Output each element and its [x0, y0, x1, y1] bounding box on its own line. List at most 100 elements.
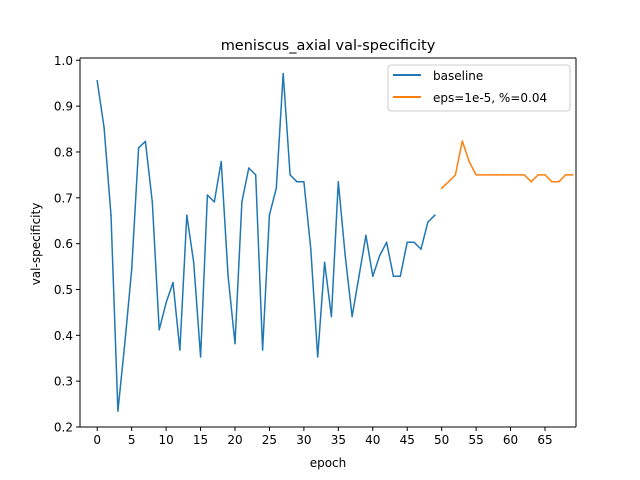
- series-0-point: [330, 315, 333, 318]
- y-tick-label: 0.6: [54, 237, 73, 251]
- series-1-point: [496, 174, 498, 176]
- series-0-point: [96, 80, 98, 82]
- series-0-point: [420, 248, 422, 250]
- series-0-point: [248, 167, 250, 169]
- legend-box: [387, 64, 571, 112]
- series-0-point: [303, 181, 305, 183]
- series-1-point: [475, 174, 477, 176]
- series-0-point: [365, 234, 367, 237]
- y-tick-label: 0.7: [54, 191, 73, 205]
- series-0-point: [227, 275, 229, 277]
- series-1-point: [523, 174, 526, 176]
- y-tick-label: 0.4: [54, 329, 73, 343]
- series-1-point: [482, 174, 484, 176]
- y-tick-label: 0.3: [54, 375, 73, 389]
- x-tick-label: 15: [193, 433, 208, 447]
- series-0-point: [179, 349, 181, 351]
- legend-label-baseline: baseline: [433, 69, 483, 83]
- y-tick-label: 0.2: [54, 421, 73, 435]
- series-0-point: [254, 174, 257, 176]
- x-tick-label: 30: [296, 433, 311, 447]
- series-1-point: [502, 174, 505, 176]
- x-tick-label: 35: [331, 433, 346, 447]
- series-0-point: [427, 221, 429, 223]
- series-0-point: [310, 248, 312, 250]
- x-tick-label: 45: [400, 433, 415, 447]
- x-axis-label: epoch: [310, 456, 347, 470]
- series-0-point: [316, 356, 319, 358]
- series-1-point: [530, 181, 532, 183]
- series-0-point: [110, 214, 112, 216]
- series-line-1: [440, 140, 574, 190]
- series-0-point: [151, 201, 154, 203]
- series-0-point: [372, 275, 374, 277]
- series-0-point: [124, 342, 126, 345]
- series-0-point: [144, 140, 147, 143]
- series-0-point: [275, 187, 278, 189]
- y-tick-label: 0.5: [54, 283, 73, 297]
- y-axis-label: val-specificity: [29, 203, 43, 286]
- x-tick-label: 20: [227, 433, 242, 447]
- x-tick-label: 40: [365, 433, 380, 447]
- x-tick-label: 50: [434, 433, 449, 447]
- x-axis-ticks: 0 5 10 15 20 25 30 35 40 45 50 55 60 65: [93, 427, 553, 447]
- legend: baseline eps=1e-5, %=0.04: [387, 64, 571, 112]
- series-0-point: [103, 126, 105, 129]
- series-0-point: [220, 160, 222, 163]
- y-tick-label: 0.8: [54, 145, 73, 159]
- series-0-point: [337, 181, 340, 183]
- series-0-point: [234, 342, 236, 345]
- plot-area: 0 5 10 15 20 25 30 35 40 45 50 55 60 65 0.20.30.40.50…: [54, 54, 577, 447]
- series-0-point: [392, 275, 395, 277]
- x-tick-label: 60: [503, 433, 518, 447]
- series-0-point: [261, 349, 264, 351]
- x-tick-label: 10: [158, 433, 173, 447]
- series-1-point: [571, 174, 574, 176]
- series-line-0: [96, 72, 436, 412]
- series-0-point: [186, 214, 188, 216]
- series-1-point: [468, 160, 470, 163]
- series-0-point: [296, 181, 298, 183]
- series-1-point: [447, 181, 450, 183]
- series-0-point: [282, 72, 284, 75]
- series-0-point: [158, 329, 160, 331]
- series-layer: [96, 72, 574, 412]
- series-1-point: [461, 140, 464, 142]
- series-0-point: [117, 410, 119, 412]
- series-1-point: [454, 174, 457, 176]
- series-0-point: [165, 302, 167, 304]
- series-0-point: [323, 261, 326, 264]
- series-1-point: [489, 174, 491, 176]
- y-tick-label: 0.9: [54, 100, 73, 114]
- series-1-point: [440, 187, 443, 189]
- series-0-point: [289, 174, 291, 176]
- y-tick-label: 1.0: [54, 54, 73, 68]
- x-tick-label: 0: [93, 433, 101, 447]
- x-tick-label: 5: [128, 433, 136, 447]
- series-0-point: [406, 241, 408, 244]
- series-0-point: [192, 261, 195, 264]
- series-1-point: [537, 174, 539, 176]
- axes-frame: [80, 58, 576, 427]
- y-axis-ticks: 0.2 0.3 0.4 0.5 0.6 0.7 0.8 0.9 1.0: [54, 54, 80, 435]
- series-0-point: [199, 356, 202, 358]
- series-1-point: [544, 174, 546, 176]
- series-0-point: [130, 268, 133, 271]
- series-1-point: [558, 181, 560, 183]
- series-0-point: [385, 241, 388, 244]
- legend-label-eps: eps=1e-5, %=0.04: [433, 91, 547, 105]
- x-tick-label: 25: [262, 433, 277, 447]
- series-0-point: [434, 214, 436, 216]
- series-1-point: [516, 174, 519, 176]
- series-0-point: [351, 315, 353, 318]
- series-0-point: [213, 201, 216, 203]
- chart-title: meniscus_axial val-specificity: [221, 38, 436, 54]
- series-1-point: [551, 181, 553, 183]
- series-0-point: [358, 275, 360, 277]
- series-0-point: [268, 214, 271, 216]
- series-0-point: [344, 254, 346, 257]
- series-0-point: [399, 275, 402, 277]
- x-tick-label: 65: [537, 433, 552, 447]
- series-0-point: [172, 281, 174, 284]
